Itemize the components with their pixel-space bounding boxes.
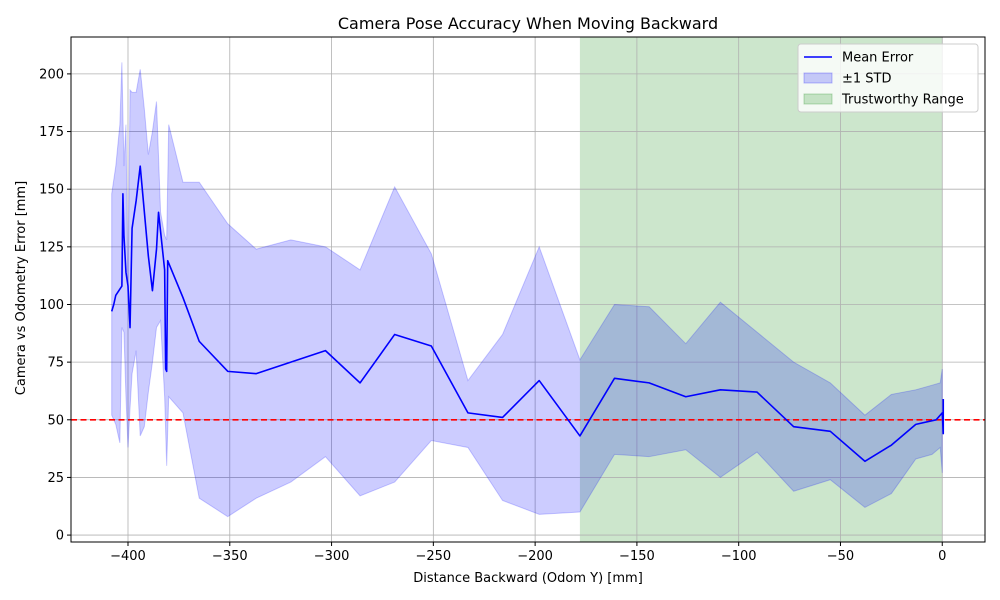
x-tick-label-4: −200: [517, 549, 553, 564]
y-tick-label-6: 150: [39, 183, 64, 198]
plot-frame: [70, 36, 986, 543]
x-tick-label-7: −50: [827, 549, 854, 564]
legend-label-0: Mean Error: [842, 51, 914, 66]
trustworthy-range-span: [579, 37, 943, 542]
y-tick-label-3: 75: [47, 356, 64, 371]
legend: Mean Error ±1 STD Trustworthy Range: [797, 43, 979, 113]
mean-error-line: [110, 165, 945, 463]
mean-error-layer: [110, 165, 945, 463]
trustworthy-range-layer: [579, 37, 943, 542]
y-tick-label-7: 175: [39, 125, 64, 140]
y-tick-label-2: 50: [47, 413, 64, 428]
x-tick-label-6: −100: [721, 549, 757, 564]
x-tick-label-0: −400: [110, 549, 146, 564]
legend-label-2: Trustworthy Range: [841, 93, 964, 108]
x-tick-label-1: −350: [212, 549, 248, 564]
legend-label-1: ±1 STD: [842, 72, 892, 87]
chart-title: Camera Pose Accuracy When Moving Backwar…: [338, 14, 718, 33]
grid-layer: [71, 37, 985, 542]
y-tick-label-0: 0: [56, 529, 64, 544]
std-band: [111, 62, 943, 518]
y-axis-label: Camera vs Odometry Error [mm]: [14, 181, 29, 395]
y-tick-label-1: 25: [47, 471, 64, 486]
y-tick-label-4: 100: [39, 298, 64, 313]
legend-patch-marker-2: [803, 93, 833, 105]
x-tick-label-2: −300: [314, 549, 350, 564]
legend-patch-marker-1: [803, 72, 833, 84]
x-tick-label-5: −150: [619, 549, 655, 564]
x-tick-label-3: −250: [415, 549, 451, 564]
legend-box: [797, 43, 979, 113]
y-tick-label-5: 125: [39, 240, 64, 255]
axes-layer: −400 −350 −300 −250 −200 −150 −100 −50 0 0 25 50 75 1…: [39, 36, 986, 564]
std-band-layer: [111, 62, 943, 518]
x-axis-label: Distance Backward (Odom Y) [mm]: [413, 571, 643, 586]
x-tick-label-8: 0: [938, 549, 946, 564]
y-tick-label-8: 200: [39, 67, 64, 82]
